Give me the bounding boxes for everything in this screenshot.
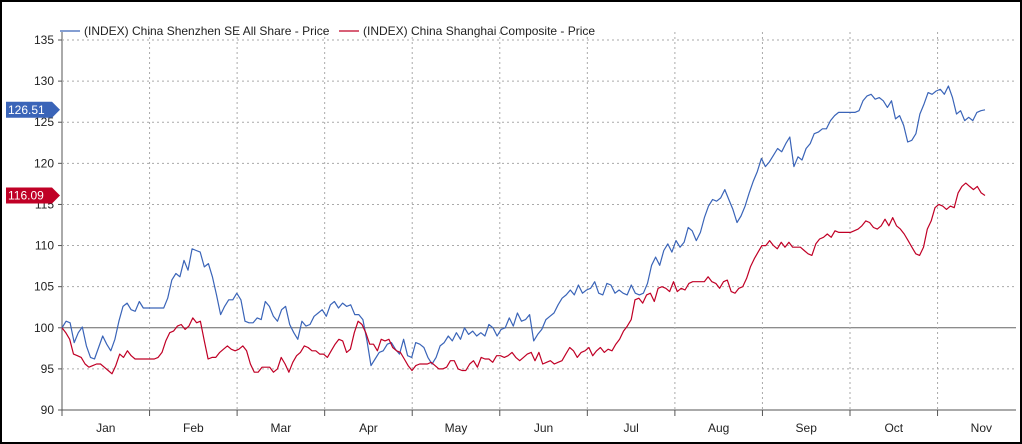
y-tick-label: 105 xyxy=(34,280,54,294)
y-tick-label: 125 xyxy=(34,115,54,129)
x-tick-label-mar: Mar xyxy=(271,421,292,435)
grid-lines xyxy=(61,32,1016,411)
x-tick-label-nov: Nov xyxy=(971,421,992,435)
series-line-shenzhen xyxy=(61,85,986,367)
x-tick-label-jun: Jun xyxy=(534,421,553,435)
x-tick-label-jan: Jan xyxy=(96,421,115,435)
last-value-label-shanghai: 116.09 xyxy=(8,188,44,202)
y-tick-label: 100 xyxy=(34,321,54,335)
y-tick-label: 95 xyxy=(41,362,55,376)
series-lines xyxy=(61,85,986,375)
y-tick-label: 120 xyxy=(34,156,54,170)
y-tick-label: 90 xyxy=(41,403,55,417)
x-tick-label-feb: Feb xyxy=(183,421,204,435)
last-value-flag-shenzhen xyxy=(6,101,60,118)
x-axis-ticks: Jan Feb Mar Apr May Jun Jul Aug Sep Oct Nov xyxy=(61,410,992,435)
y-tick-label: 110 xyxy=(35,239,54,253)
x-tick-label-sep: Sep xyxy=(796,421,818,435)
legend-label-shenzhen: (INDEX) China Shenzhen SE All Share - Pr… xyxy=(84,24,330,38)
x-tick-label-apr: Apr xyxy=(359,421,378,435)
x-tick-label-may: May xyxy=(445,421,468,435)
series-line-shanghai xyxy=(61,182,986,375)
legend: (INDEX) China Shenzhen SE All Share - Pr… xyxy=(60,24,595,38)
x-tick-label-jul: Jul xyxy=(623,421,638,435)
last-value-label-shenzhen: 126.51 xyxy=(8,103,45,117)
last-value-flags: 126.51 116.09 xyxy=(6,101,60,204)
y-tick-label: 130 xyxy=(34,74,54,88)
legend-label-shanghai: (INDEX) China Shanghai Composite - Price xyxy=(363,24,595,38)
x-tick-label-aug: Aug xyxy=(708,421,729,435)
y-tick-label: 135 xyxy=(34,33,54,47)
last-value-flag-shanghai xyxy=(6,187,60,204)
x-tick-label-oct: Oct xyxy=(884,421,903,435)
